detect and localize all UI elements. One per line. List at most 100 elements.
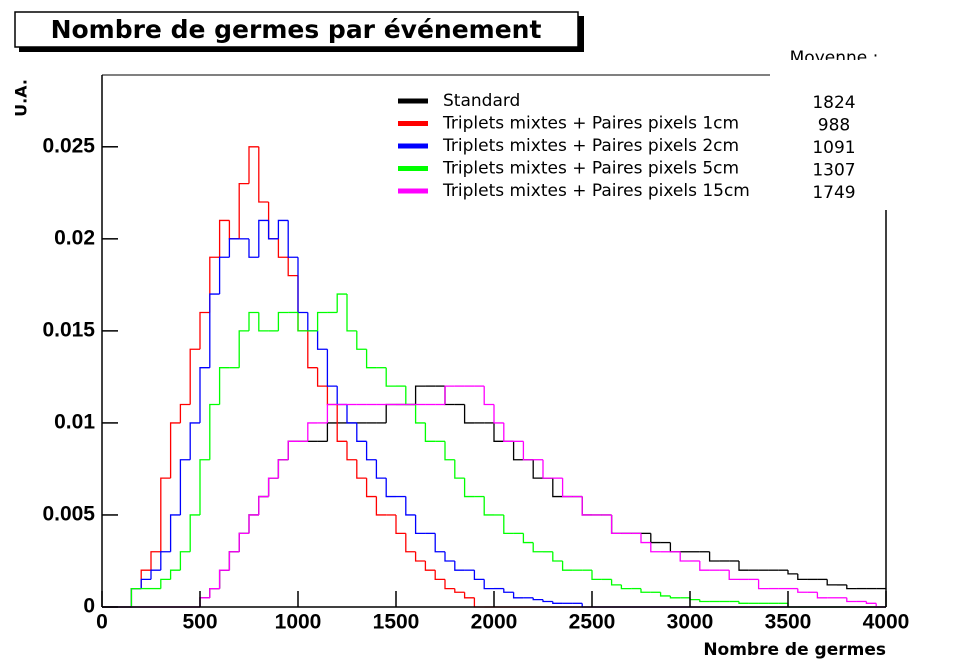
histogram-bin [199, 597, 210, 607]
histogram-bin [277, 459, 289, 479]
histogram-bin [199, 597, 210, 607]
histogram-bin [581, 496, 592, 516]
histogram-bin [797, 573, 808, 581]
histogram-bin [659, 592, 671, 597]
histogram-bin [326, 403, 338, 423]
histogram-bin [307, 422, 318, 442]
histogram-bin [218, 569, 230, 589]
histogram-bin [375, 496, 387, 516]
histogram-bin [258, 495, 269, 515]
histogram-bin [424, 560, 436, 571]
histogram-bin [405, 386, 416, 406]
histogram-bin [444, 385, 455, 405]
histogram-bin [816, 592, 828, 599]
histogram-bin [532, 542, 543, 553]
legend-mean: 1307 [812, 161, 855, 181]
legend-label: Triplets mixtes + Paires pixels 2cm [442, 136, 739, 156]
histogram-bin [169, 422, 181, 479]
histogram-bin [414, 514, 426, 535]
histogram-bin [483, 579, 494, 590]
histogram-bin [356, 459, 367, 479]
histogram-bin [228, 551, 240, 571]
histogram-bin [277, 459, 289, 479]
x-tick-label: 3000 [667, 611, 714, 634]
histogram-bin [160, 551, 171, 571]
histogram-bin [669, 595, 681, 599]
histogram-bin [473, 597, 485, 608]
histogram-bin [297, 257, 308, 314]
histogram-bin [846, 597, 857, 603]
histogram-bin [179, 459, 191, 515]
y-axis-label: U.A. [12, 79, 31, 117]
histogram-bin [189, 422, 200, 460]
histogram-bin [199, 459, 210, 515]
histogram-bin [287, 220, 298, 258]
histogram-bin [865, 601, 877, 604]
histogram-bin [503, 588, 514, 593]
histogram-bin [218, 569, 230, 589]
histogram-bin [326, 422, 338, 442]
y-tick-label: 0.005 [42, 503, 95, 526]
histogram-bin [728, 570, 739, 581]
histogram-bin [258, 495, 269, 515]
histogram-bin [258, 312, 269, 332]
legend-box [388, 80, 908, 210]
histogram-bin [503, 514, 514, 535]
histogram-bin [160, 477, 171, 552]
histogram-bin [228, 220, 240, 240]
histogram-bin [297, 275, 308, 332]
histogram-bin [356, 330, 367, 350]
histogram-bin [414, 385, 426, 405]
histogram-bin [512, 441, 524, 461]
histogram-bin [483, 496, 494, 516]
x-axis-label: Nombre de germes [703, 640, 886, 660]
x-tick-label: 3500 [765, 611, 812, 634]
histogram-bin [160, 578, 171, 589]
histogram-bin [463, 592, 475, 599]
x-tick-label: 2500 [569, 611, 616, 634]
histogram-bin [267, 477, 279, 497]
histogram-bin [267, 220, 279, 240]
chart-title: Nombre de germes par événement [51, 15, 542, 44]
histogram-bin [218, 256, 230, 295]
histogram-bin [522, 533, 534, 544]
histogram-bin [316, 311, 328, 331]
histogram-bin [581, 496, 592, 516]
histogram-bin [405, 533, 416, 553]
histogram-bin [130, 587, 142, 607]
histogram-bin [532, 459, 543, 479]
histogram-bin [503, 422, 514, 442]
histogram-bin [699, 560, 710, 571]
histogram-bin [150, 551, 161, 571]
histogram-bin [395, 514, 406, 535]
histogram-bin [199, 311, 210, 350]
histogram-bin [414, 551, 426, 562]
histogram-bin [238, 182, 249, 239]
histogram-bin [248, 514, 259, 534]
histogram-bin [522, 441, 534, 461]
histogram-bin [414, 404, 426, 424]
histogram-bin [336, 293, 347, 313]
histogram-bin [669, 542, 681, 553]
histogram-bin [248, 238, 259, 258]
histogram-bin [209, 256, 220, 313]
x-tick-label: 1500 [373, 611, 420, 634]
histogram-bin [336, 386, 347, 406]
histogram-bin [287, 440, 298, 460]
x-tick-label: 1000 [275, 611, 322, 634]
histogram-bin [552, 478, 563, 498]
histogram-bin [640, 588, 651, 593]
histogram-bin [228, 551, 240, 571]
histogram-bin [473, 570, 485, 581]
histogram-bin [444, 579, 455, 590]
histogram-bin [405, 496, 416, 516]
histogram-bin [552, 601, 563, 604]
histogram-bin [218, 367, 230, 405]
histogram-bin [561, 478, 573, 498]
histogram-bin [483, 386, 494, 406]
histogram-bin [277, 311, 289, 331]
histogram-bin [434, 570, 445, 581]
histogram-bin [797, 588, 808, 593]
histogram-bin [365, 478, 377, 498]
